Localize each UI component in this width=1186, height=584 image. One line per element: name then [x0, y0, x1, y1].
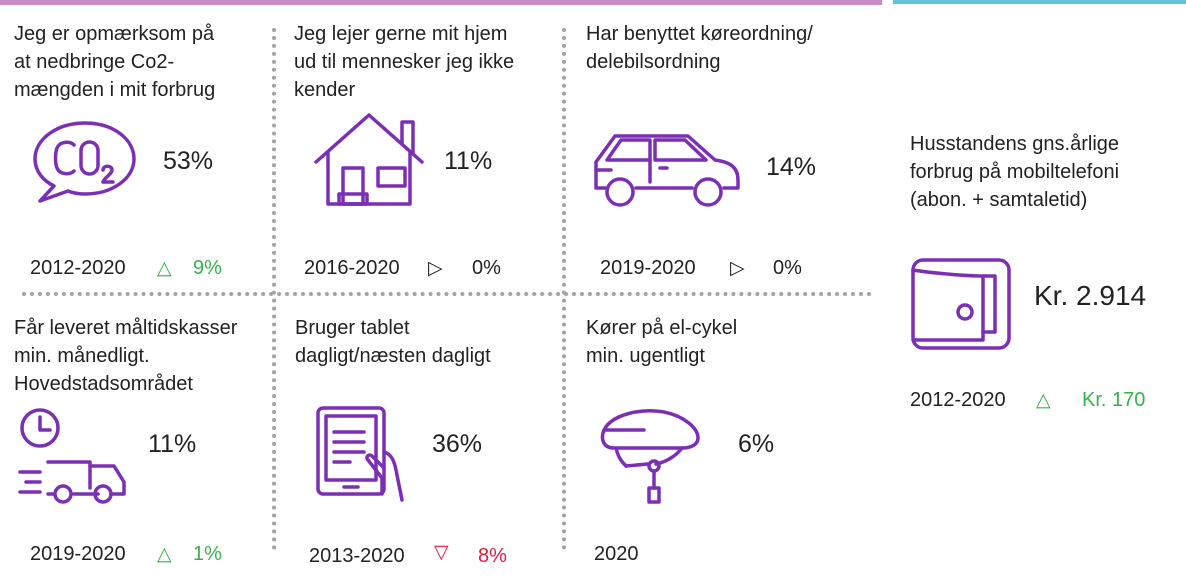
trend-neutral-icon: ▷	[428, 258, 443, 279]
period-label: 2016-2020	[304, 257, 400, 279]
trend-down-icon: ▽	[434, 542, 449, 563]
stat-card-tablet: Bruger tablet dagligt/næsten dagligt	[295, 314, 491, 370]
change-value: 0%	[773, 257, 802, 279]
card-title-line: min. månedligt.	[14, 345, 150, 367]
card-title-line: mængden i mit forbrug	[14, 79, 216, 101]
change-value: 8%	[478, 545, 507, 567]
card-title-line: Jeg lejer gerne mit hjem	[294, 23, 508, 45]
stat-value: 11%	[444, 147, 493, 175]
vertical-divider-left	[272, 28, 276, 550]
top-accent-bar-left	[0, 0, 882, 5]
stat-card-home-rental: Jeg lejer gerne mit hjem ud til menneske…	[294, 20, 514, 104]
car-icon	[593, 130, 743, 210]
bike-helmet-icon	[598, 404, 708, 508]
trend-up-icon: △	[157, 258, 172, 279]
delivery-truck-icon	[18, 404, 133, 504]
trend-neutral-icon: ▷	[730, 258, 745, 279]
period-label: 2013-2020	[309, 545, 405, 567]
card-title-line: Hovedstadsområdet	[14, 373, 193, 395]
period-label: 2012-2020	[910, 389, 1006, 411]
house-icon	[312, 110, 427, 208]
card-title: Har benyttet køreordning/ delebilsordnin…	[586, 20, 813, 76]
stat-card-car-sharing: Har benyttet køreordning/ delebilsordnin…	[586, 20, 813, 76]
side-title: Husstandens gns.årlige forbrug på mobilt…	[910, 130, 1119, 214]
card-title-line: Får leveret måltidskasser	[14, 317, 238, 339]
side-value: Kr. 2.914	[1034, 280, 1147, 311]
card-title-line: Jeg er opmærksom på	[14, 23, 215, 45]
trend-up-icon: △	[157, 544, 172, 565]
card-title: Får leveret måltidskasser min. månedligt…	[14, 314, 237, 398]
card-title-line: dagligt/næsten dagligt	[295, 345, 491, 367]
change-value: 9%	[193, 257, 222, 279]
period-label: 2012-2020	[30, 257, 126, 279]
change-value: Kr. 170	[1082, 389, 1146, 411]
stat-value: 11%	[148, 430, 197, 458]
card-title-line: ud til mennesker jeg ikke	[294, 51, 515, 73]
card-title-line: at nedbringe Co2-	[14, 51, 175, 73]
trend-up-icon: △	[1036, 390, 1051, 411]
card-title-line: delebilsordning	[586, 51, 721, 73]
card-title-line: Bruger tablet	[295, 317, 410, 339]
stat-value: 6%	[738, 430, 775, 458]
card-title: Bruger tablet dagligt/næsten dagligt	[295, 314, 491, 370]
card-title: Jeg er opmærksom på at nedbringe Co2- mæ…	[14, 20, 215, 104]
stat-card-meal-kits: Får leveret måltidskasser min. månedligt…	[14, 314, 237, 398]
wallet-icon	[911, 256, 1015, 356]
top-accent-bar-right	[893, 0, 1186, 4]
card-title: Kører på el-cykel min. ugentligt	[586, 314, 737, 370]
stat-value: 53%	[163, 147, 214, 175]
side-panel-mobile-spending: Husstandens gns.årlige forbrug på mobilt…	[910, 130, 1119, 214]
card-title-line: kender	[294, 79, 356, 101]
stat-card-e-bike: Kører på el-cykel min. ugentligt	[586, 314, 737, 370]
stat-value: 14%	[766, 153, 817, 181]
co2-icon	[30, 117, 140, 207]
change-value: 1%	[193, 543, 222, 565]
stat-value: 36%	[432, 430, 483, 458]
side-title-line: Husstandens gns.årlige	[910, 133, 1120, 155]
card-title-line: Har benyttet køreordning/	[586, 23, 813, 45]
horizontal-divider	[22, 292, 872, 296]
stat-card-co2: Jeg er opmærksom på at nedbringe Co2- mæ…	[14, 20, 215, 104]
vertical-divider-right	[562, 28, 566, 550]
side-title-line: forbrug på mobiltelefoni	[910, 161, 1120, 183]
side-title-line: (abon. + samtaletid)	[910, 189, 1088, 211]
period-label: 2020	[594, 543, 639, 565]
card-title-line: Kører på el-cykel	[586, 317, 738, 339]
card-title: Jeg lejer gerne mit hjem ud til menneske…	[294, 20, 514, 104]
period-label: 2019-2020	[600, 257, 696, 279]
period-label: 2019-2020	[30, 543, 126, 565]
change-value: 0%	[472, 257, 501, 279]
card-title-line: min. ugentligt	[586, 345, 705, 367]
tablet-icon	[316, 404, 416, 504]
